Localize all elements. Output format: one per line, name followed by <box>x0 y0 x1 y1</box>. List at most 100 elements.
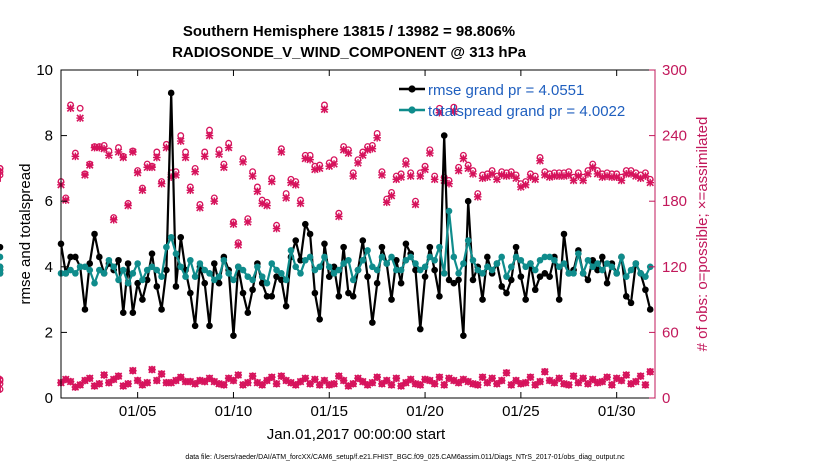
obs-assimilated-point-95 <box>512 174 520 183</box>
rmse-point-75 <box>416 325 424 333</box>
obs-assimilated-point-55 <box>320 105 329 114</box>
y-left-tick-label-0: 0 <box>45 390 53 407</box>
spread-point-40 <box>249 276 256 284</box>
spread-point-61 <box>349 276 357 284</box>
rmse-point-76 <box>421 273 429 280</box>
spread-point-121 <box>637 270 644 277</box>
obs-assimilated-point-34 <box>220 163 228 172</box>
obs-assimilated-point-26 <box>181 153 190 162</box>
obs-low-assimilated-point-93 <box>502 369 511 377</box>
spread-point-8 <box>96 266 103 274</box>
obs-assimilated-point-62 <box>354 159 362 167</box>
y-right-tick-label-5: 300 <box>662 62 687 79</box>
spread-point-119 <box>627 266 635 274</box>
obs-assimilated-point-36 <box>229 220 238 228</box>
spread-point-15 <box>129 270 137 277</box>
spread-point-59 <box>340 260 347 267</box>
spread-point-46 <box>278 270 285 277</box>
rmse-point-56 <box>325 273 333 280</box>
spread-point-106 <box>565 270 573 277</box>
rmse-point-15 <box>129 309 137 317</box>
rmse-point-122 <box>642 286 649 294</box>
obs-assimilated-point-10 <box>105 151 113 160</box>
rmse-point-112 <box>594 266 601 274</box>
footnote: data file: /Users/raeder/DAI/ATM_forcXX/… <box>185 454 625 461</box>
obs-assimilated-point-60 <box>344 149 353 157</box>
rmse-point-50 <box>297 256 304 264</box>
obs-assimilated-point-27 <box>186 186 195 195</box>
rmse-point-8 <box>96 253 103 261</box>
plot-background <box>61 70 655 398</box>
obs-low-assimilated-point-118 <box>622 371 631 379</box>
spread-point-102 <box>546 253 553 261</box>
legend-spread-marker <box>408 106 416 114</box>
rmse-point-18 <box>143 276 151 284</box>
obs-assimilated-point-61 <box>349 172 358 180</box>
spread-point-47 <box>282 276 290 284</box>
obs-assimilated-point-1 <box>61 196 70 204</box>
rmse-point-79 <box>436 293 443 300</box>
obs-low-point-126 <box>0 375 4 383</box>
rmse-point-19 <box>148 250 156 257</box>
obs-assimilated-point-17 <box>138 186 147 195</box>
obs-low-assimilated-point-101 <box>541 367 549 376</box>
obs-low-assimilated-point-78 <box>430 379 439 388</box>
obs-low-point-124 <box>0 380 4 388</box>
obs-low-assimilated-point-122 <box>641 381 650 389</box>
obs-assimilated-point-3 <box>71 152 80 161</box>
rmse-series-line <box>59 91 652 337</box>
obs-low-assimilated-point-10 <box>105 378 113 387</box>
obs-assimilated-point-66 <box>373 133 381 142</box>
spread-point-14 <box>124 279 132 287</box>
obs-assimilated-point-38 <box>239 158 247 166</box>
spread-point-113 <box>599 266 606 274</box>
y-right-tick-label-0: 0 <box>662 390 670 407</box>
rmse-point-67 <box>378 243 386 251</box>
obs-low-assimilated-point-121 <box>636 372 645 380</box>
rmse-point-38 <box>239 289 247 297</box>
obs-assimilated-point-30 <box>200 152 209 161</box>
rmse-point-44 <box>268 293 276 300</box>
spread-point-2 <box>67 266 74 274</box>
x-tick-label-3: 01/20 <box>406 403 444 420</box>
spread-point-62 <box>354 266 362 274</box>
spread-point-34 <box>220 256 228 264</box>
rmse-point-64 <box>364 273 371 280</box>
obs-assimilated-point-74 <box>411 200 420 209</box>
spread-point-36 <box>230 276 237 284</box>
rmse-point-27 <box>187 289 194 297</box>
spread-point-19 <box>148 263 156 271</box>
rmse-point-45 <box>273 273 280 280</box>
obs-assimilated-point-53 <box>311 165 319 174</box>
rmse-point-93 <box>503 289 510 297</box>
spread-point-81 <box>445 207 453 215</box>
legend: rmse grand pr = 4.0551 totalspread grand… <box>399 82 625 120</box>
spread-point-74 <box>412 260 419 267</box>
obs-assimilated-point-83 <box>454 166 463 175</box>
spread-point-98 <box>527 260 534 267</box>
rmse-point-49 <box>292 237 300 244</box>
obs-assimilated-point-40 <box>248 172 257 180</box>
obs-assimilated-point-21 <box>157 179 166 188</box>
obs-low-assimilated-point-28 <box>191 379 199 388</box>
obs-low-assimilated-point-45 <box>272 379 281 388</box>
spread-point-43 <box>263 279 271 287</box>
spread-point-70 <box>393 266 400 274</box>
spread-point-111 <box>589 263 597 271</box>
rmse-point-13 <box>119 309 127 317</box>
obs-assimilated-point-32 <box>210 197 219 205</box>
obs-assimilated-point-20 <box>153 153 161 162</box>
obs-low-assimilated-point-49 <box>291 381 300 389</box>
obs-low-assimilated-point-62 <box>354 374 362 383</box>
spread-point-50 <box>297 270 304 277</box>
spread-point-27 <box>187 256 194 264</box>
spread-point-58 <box>335 266 343 274</box>
rmse-point-53 <box>311 289 319 297</box>
rmse-point-81 <box>445 276 453 284</box>
spread-point-122 <box>642 273 649 280</box>
y-left-tick-label-4: 8 <box>45 128 53 145</box>
obs-assimilated-point-78 <box>430 175 439 184</box>
obs-assimilated-point-44 <box>267 177 276 186</box>
obs-low-assimilated-point-40 <box>248 372 257 380</box>
